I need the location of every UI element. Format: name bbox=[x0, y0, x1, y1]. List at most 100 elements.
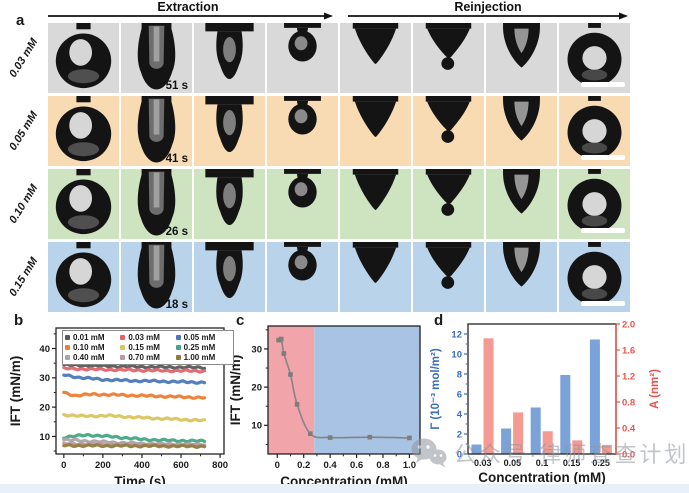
legend-entry: 0.01 mM bbox=[65, 333, 120, 342]
droplet-image bbox=[48, 242, 119, 312]
svg-text:IFT (mN/m): IFT (mN/m) bbox=[228, 355, 243, 426]
ift-vs-concentration-chart: c 0 0.2 0.4 0.6 0.8 1.0 10 20 30 Concentration (m… bbox=[228, 312, 428, 490]
svg-text:0: 0 bbox=[457, 449, 462, 460]
legend-entry: 1.00 mM bbox=[175, 353, 231, 362]
droplet-image bbox=[559, 169, 630, 239]
droplet-image bbox=[559, 96, 630, 166]
droplet-image bbox=[340, 242, 411, 312]
legend-marker bbox=[65, 335, 70, 340]
svg-text:10: 10 bbox=[451, 349, 462, 360]
legend-entry: 0.05 mM bbox=[175, 333, 231, 342]
legend-marker bbox=[175, 345, 181, 350]
svg-text:800: 800 bbox=[212, 460, 228, 471]
droplet-image bbox=[559, 23, 630, 93]
legend-label: 0.15 mM bbox=[128, 343, 160, 352]
ift-vs-time-chart: b 0.01 mM 0.03 mM 0.05 mM 0.10 mM 0.15 mM 0.2… bbox=[6, 312, 234, 490]
droplet-image bbox=[267, 23, 338, 93]
panel-a-row: 41 s bbox=[48, 96, 630, 166]
legend-marker bbox=[175, 335, 181, 340]
row-concentration-label: 0.10 mM bbox=[7, 182, 41, 226]
svg-text:4: 4 bbox=[457, 409, 463, 420]
panel-a-row: 26 s bbox=[48, 169, 630, 239]
legend-entry: 0.40 mM bbox=[65, 353, 120, 362]
droplet-image bbox=[267, 242, 338, 312]
droplet-image bbox=[48, 169, 119, 239]
svg-text:20: 20 bbox=[39, 403, 50, 414]
legend-entry: 0.03 mM bbox=[120, 333, 175, 342]
svg-text:10: 10 bbox=[39, 432, 50, 443]
svg-text:0: 0 bbox=[275, 460, 280, 471]
chart-legend: 0.01 mM 0.03 mM 0.05 mM 0.10 mM 0.15 mM 0.25 … bbox=[62, 330, 234, 365]
row-concentration-label: 0.05 mM bbox=[7, 109, 41, 153]
svg-text:40: 40 bbox=[39, 344, 50, 355]
svg-text:0.25: 0.25 bbox=[592, 458, 610, 468]
droplet-image bbox=[486, 242, 557, 312]
svg-text:30: 30 bbox=[39, 373, 50, 384]
panel-b-label: b bbox=[14, 312, 24, 329]
legend-label: 0.40 mM bbox=[73, 353, 105, 362]
legend-marker bbox=[65, 355, 70, 360]
panel-a-label: a bbox=[16, 12, 25, 29]
svg-text:0.8: 0.8 bbox=[622, 397, 635, 408]
droplet-image bbox=[194, 96, 265, 166]
droplet-image bbox=[194, 169, 265, 239]
svg-text:2: 2 bbox=[457, 429, 462, 440]
droplet-image bbox=[413, 23, 484, 93]
droplet-image bbox=[559, 242, 630, 312]
legend-entry: 0.10 mM bbox=[65, 343, 120, 352]
svg-text:1.2: 1.2 bbox=[622, 371, 635, 382]
droplet-image bbox=[486, 96, 557, 166]
legend-marker bbox=[120, 335, 126, 340]
time-label: 18 s bbox=[165, 299, 188, 311]
svg-text:1.6: 1.6 bbox=[622, 345, 635, 356]
svg-text:0.4: 0.4 bbox=[324, 460, 338, 471]
legend-label: 0.70 mM bbox=[128, 353, 160, 362]
droplet-image bbox=[486, 169, 557, 239]
svg-text:Γ (10⁻³ mol/m²): Γ (10⁻³ mol/m²) bbox=[430, 348, 442, 430]
legend-marker bbox=[120, 355, 126, 360]
svg-text:0: 0 bbox=[61, 460, 66, 471]
time-label: 51 s bbox=[165, 80, 188, 92]
legend-entry: 0.15 mM bbox=[120, 343, 175, 352]
row-concentration-label: 0.15 mM bbox=[7, 255, 41, 299]
svg-text:0.0: 0.0 bbox=[622, 449, 635, 460]
legend-entry: 0.25 mM bbox=[175, 343, 231, 352]
droplet-image: 41 s bbox=[121, 96, 192, 166]
legend-label: 0.03 mM bbox=[128, 333, 160, 342]
svg-text:200: 200 bbox=[95, 460, 111, 471]
legend-marker bbox=[120, 345, 126, 350]
svg-text:IFT (mN/m): IFT (mN/m) bbox=[8, 356, 23, 427]
svg-text:20: 20 bbox=[251, 383, 262, 394]
droplet-image: 51 s bbox=[121, 23, 192, 93]
droplet-image bbox=[267, 169, 338, 239]
svg-text:0.8: 0.8 bbox=[376, 460, 389, 471]
svg-text:8: 8 bbox=[457, 369, 462, 380]
svg-text:0.2: 0.2 bbox=[297, 460, 310, 471]
panel-d-label: d bbox=[434, 312, 444, 329]
scale-bar bbox=[581, 82, 625, 87]
droplet-image bbox=[413, 242, 484, 312]
surface-excess-area-bar-chart: d 0.03 0.05 0.1 0.15 0.25 0 2 4 6 8 10 12 0.0 0.4 0.8 1… bbox=[426, 312, 689, 490]
droplet-image bbox=[48, 96, 119, 166]
droplet-image bbox=[340, 23, 411, 93]
svg-text:0.6: 0.6 bbox=[350, 460, 363, 471]
droplet-image bbox=[194, 23, 265, 93]
legend-entry: 0.70 mM bbox=[120, 353, 175, 362]
legend-label: 0.10 mM bbox=[73, 343, 105, 352]
panel-a-row: 18 s bbox=[48, 242, 630, 312]
time-label: 41 s bbox=[165, 153, 188, 165]
svg-text:2.0: 2.0 bbox=[622, 319, 635, 330]
legend-label: 0.25 mM bbox=[183, 343, 216, 352]
svg-text:30: 30 bbox=[251, 344, 262, 355]
legend-label: 0.05 mM bbox=[183, 333, 216, 342]
svg-text:600: 600 bbox=[173, 460, 189, 471]
droplet-image bbox=[340, 96, 411, 166]
panel-a-row: 51 s bbox=[48, 23, 630, 93]
scale-bar bbox=[581, 155, 625, 160]
svg-text:0.1: 0.1 bbox=[536, 458, 549, 468]
droplet-image bbox=[413, 169, 484, 239]
extraction-label: Extraction bbox=[157, 0, 218, 14]
panel-c-label: c bbox=[236, 312, 245, 329]
svg-text:6: 6 bbox=[457, 389, 462, 400]
